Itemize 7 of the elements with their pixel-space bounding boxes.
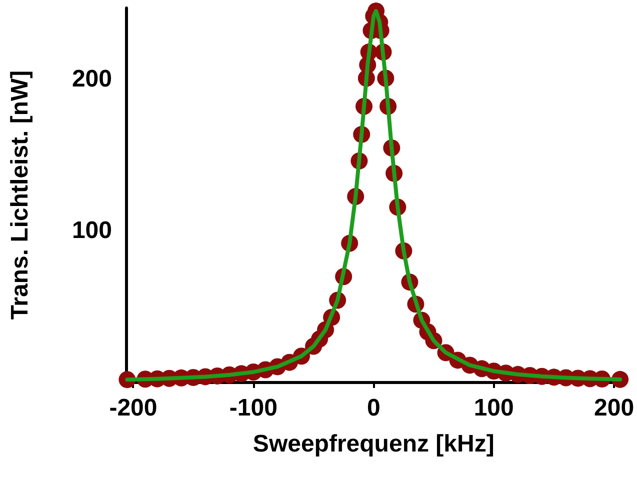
y-axis-title: Trans. Lichtleist. [nW] bbox=[6, 70, 34, 320]
x-tick-label: 100 bbox=[474, 394, 514, 422]
x-tick-label: 200 bbox=[594, 394, 634, 422]
x-axis-title: Sweepfrequenz [kHz] bbox=[252, 430, 494, 458]
x-tick-label: -200 bbox=[109, 394, 158, 422]
x-tick-label: 0 bbox=[366, 394, 380, 422]
x-tick-label: -100 bbox=[229, 394, 278, 422]
